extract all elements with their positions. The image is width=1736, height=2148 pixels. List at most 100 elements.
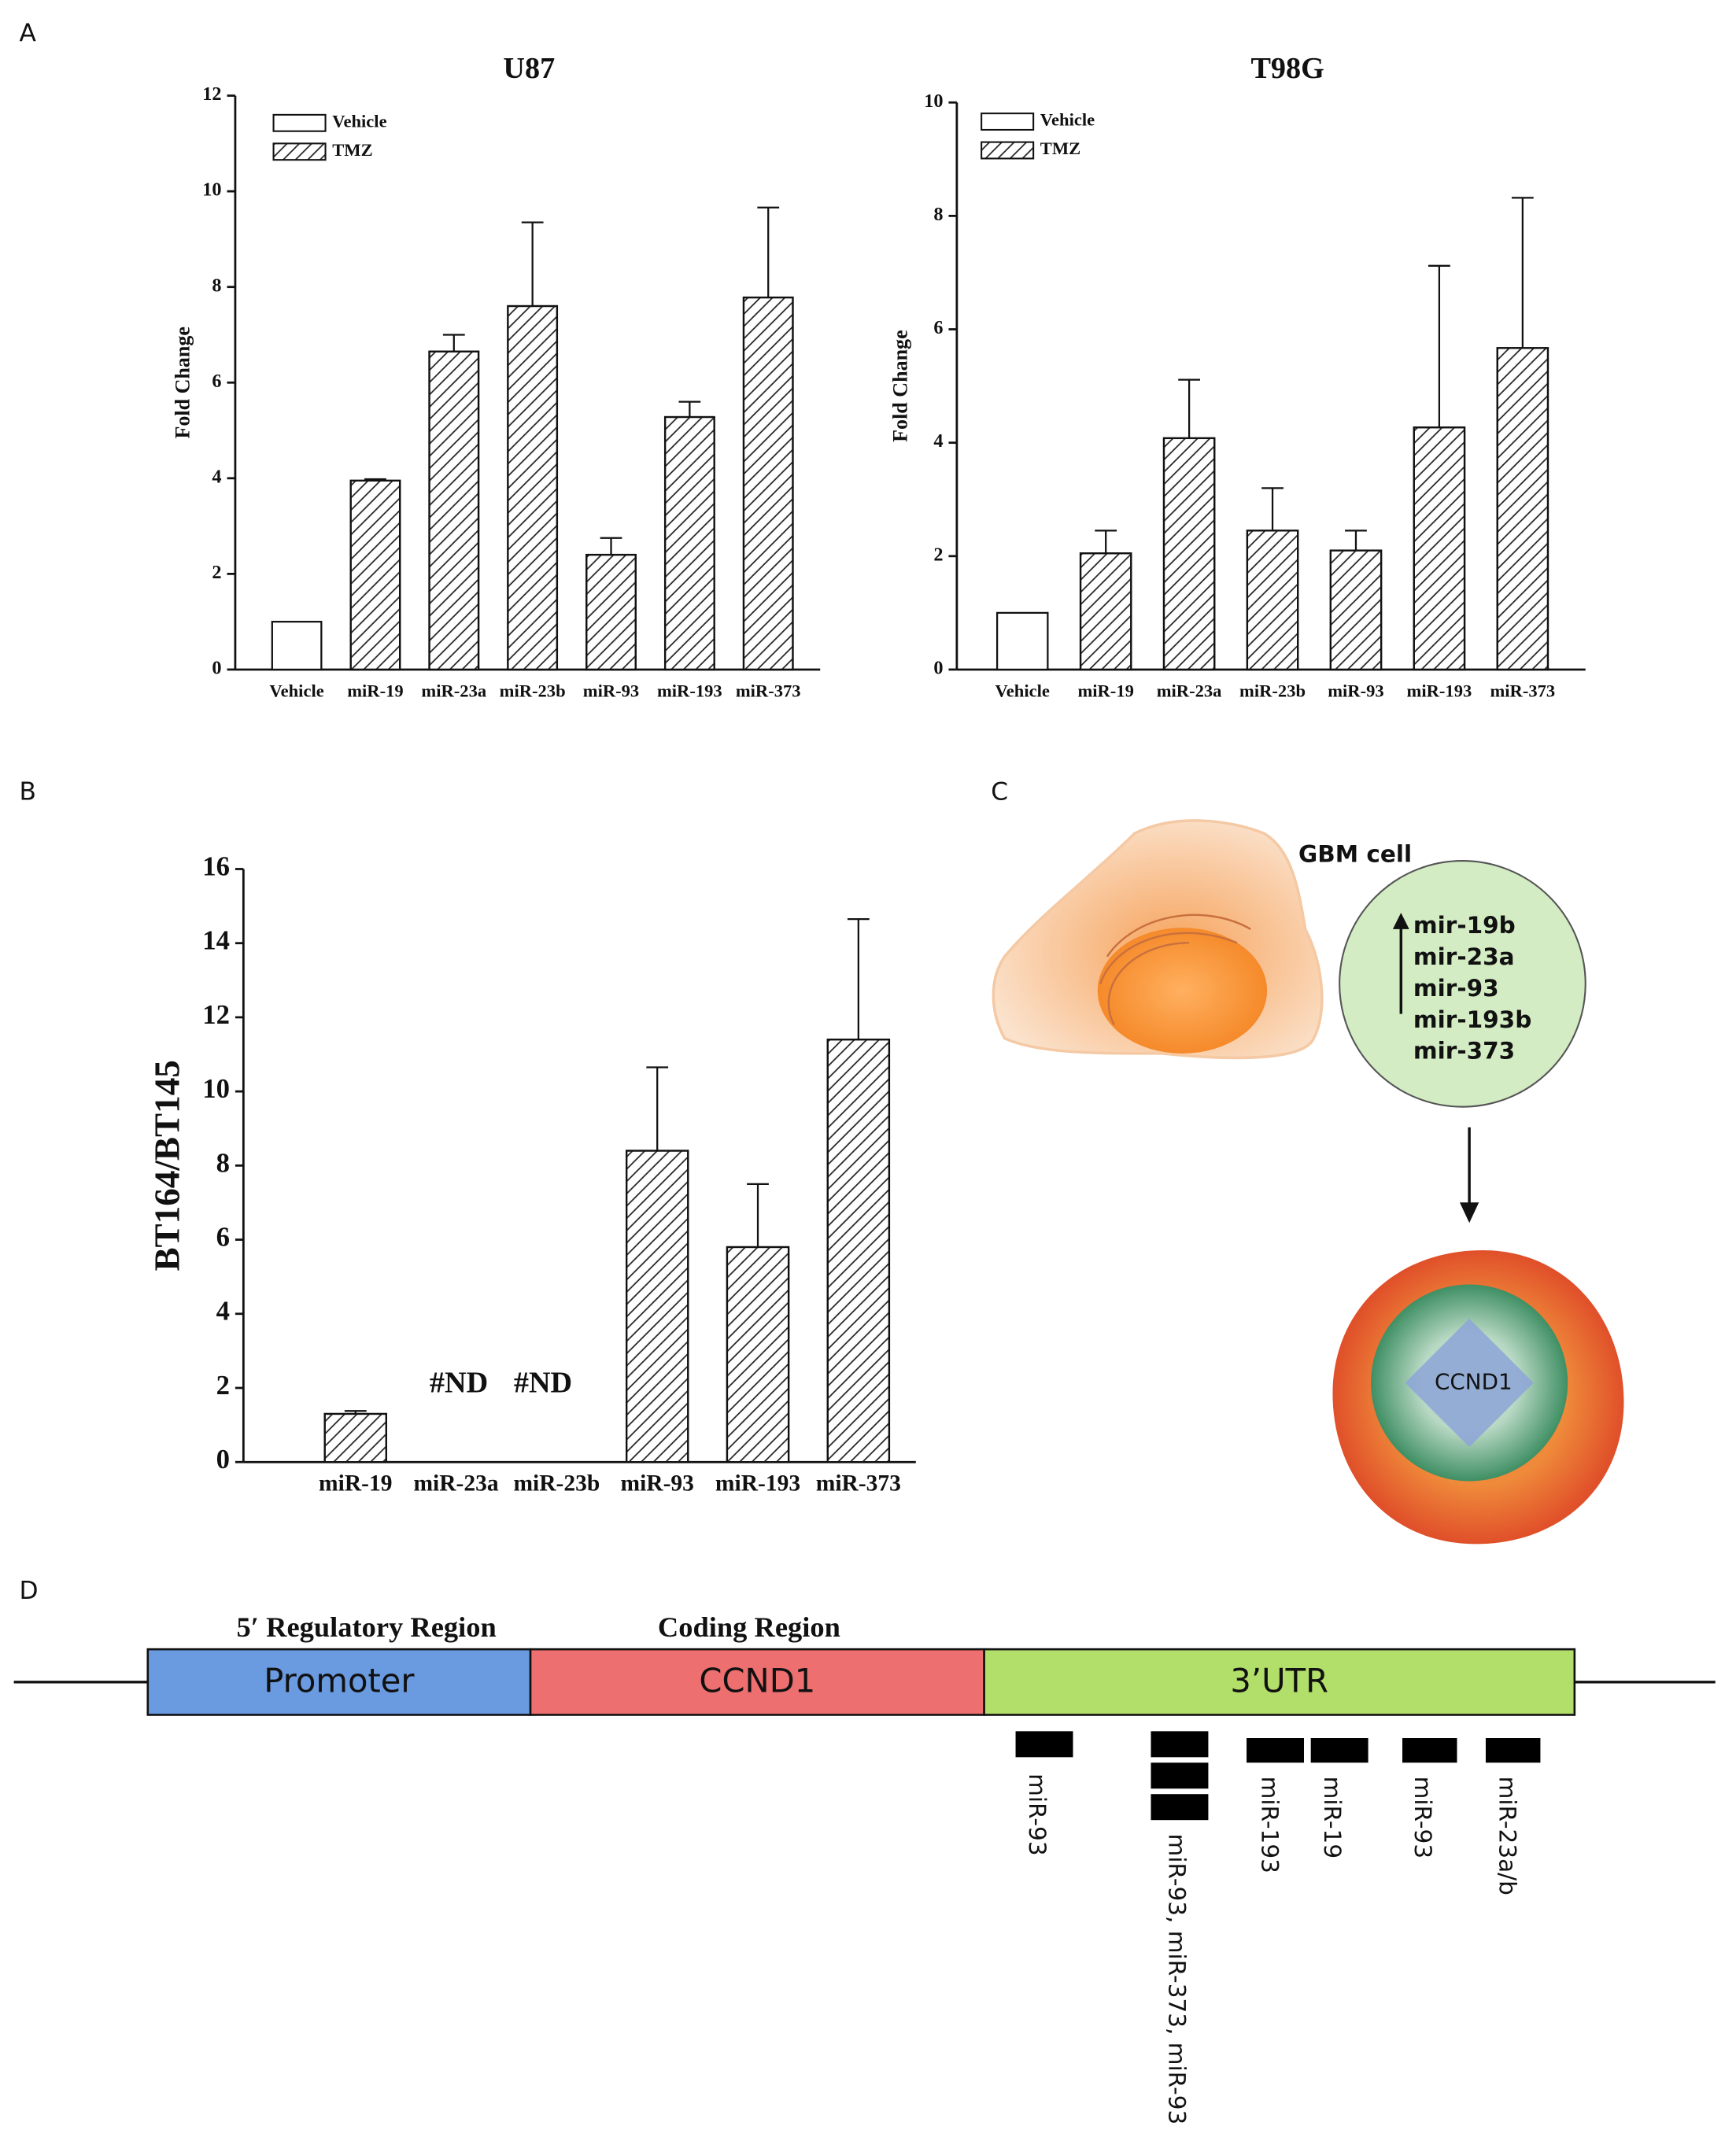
- bar-hatch: [349, 479, 401, 671]
- y-tick-label: 4: [933, 430, 943, 452]
- bar-hatch: [585, 553, 637, 671]
- bar-hatch: [1162, 437, 1216, 671]
- bar-hatch: [1329, 549, 1383, 671]
- y-tick-label: 6: [216, 1222, 230, 1253]
- x-tick-label: miR-19: [319, 1471, 392, 1497]
- x-tick-label: miR-23a: [421, 681, 486, 701]
- legend-label: Vehicle: [332, 111, 386, 131]
- y-axis-label: BT164/BT145: [148, 1060, 187, 1271]
- y-tick-label: 0: [212, 658, 221, 679]
- legend-swatch: [272, 142, 327, 161]
- site-label: miR-23a/b: [1494, 1777, 1521, 1895]
- gene-diagram-art: [13, 1648, 1716, 1821]
- x-tick-label: miR-23b: [500, 681, 566, 701]
- bar-hatch: [663, 415, 715, 671]
- panel-label: D: [20, 1577, 39, 1605]
- x-tick-label: miR-93: [1328, 681, 1383, 701]
- y-tick-label: 8: [212, 275, 221, 296]
- y-tick-label: 2: [216, 1370, 230, 1401]
- annotation: #ND: [430, 1367, 488, 1400]
- bar-hatch: [323, 1412, 387, 1463]
- site-label: miR-93: [1409, 1777, 1436, 1858]
- x-tick-label: miR-23b: [1239, 681, 1306, 701]
- bar-hatch: [1246, 530, 1299, 671]
- x-tick-label: miR-93: [620, 1471, 693, 1497]
- bar-hatch: [1496, 347, 1549, 671]
- y-tick-label: 6: [933, 317, 943, 338]
- y-tick-label: 10: [924, 90, 943, 112]
- bar-hatch: [1413, 426, 1466, 671]
- x-tick-label: miR-23a: [1157, 681, 1222, 701]
- x-tick-label: miR-93: [583, 681, 639, 701]
- cell-label: GBM cell: [1298, 841, 1412, 868]
- site-label: miR-193: [1256, 1777, 1283, 1873]
- panel-label: A: [20, 19, 37, 47]
- panel-label: C: [991, 777, 1008, 806]
- y-tick-label: 8: [216, 1147, 230, 1178]
- mirna-label: mir-193b: [1413, 1006, 1531, 1033]
- bar-hatch: [626, 1150, 689, 1463]
- bar-hatch: [742, 296, 794, 671]
- bar: [271, 621, 323, 671]
- x-tick-label: miR-373: [736, 681, 801, 701]
- legend-label: Vehicle: [1040, 110, 1095, 130]
- site-label: miR-19: [1319, 1777, 1346, 1858]
- target-label: CCND1: [1435, 1368, 1513, 1394]
- y-tick-label: 10: [202, 179, 221, 201]
- y-tick-label: 4: [212, 466, 221, 487]
- y-tick-label: 2: [212, 562, 221, 583]
- bar-hatch: [428, 350, 480, 671]
- legend-swatch: [981, 113, 1035, 131]
- legend-swatch: [981, 141, 1035, 160]
- legend-label: TMZ: [332, 140, 372, 160]
- y-tick-label: 8: [933, 204, 943, 225]
- y-tick-label: 12: [202, 999, 230, 1030]
- legend-label: TMZ: [1040, 138, 1080, 158]
- x-tick-label: miR-23b: [513, 1471, 600, 1497]
- region-label: Coding Region: [658, 1611, 840, 1643]
- site-label: miR-93, miR-373, miR-93: [1163, 1834, 1190, 2125]
- y-axis-label: Fold Change: [888, 330, 911, 441]
- x-tick-label: miR-193: [657, 681, 722, 701]
- y-tick-label: 14: [202, 925, 230, 956]
- segment-label: 3’UTR: [1230, 1662, 1328, 1700]
- panel-label: B: [20, 777, 36, 806]
- bar-hatch: [726, 1246, 790, 1463]
- site-label: miR-93: [1024, 1773, 1051, 1855]
- mirna-label: mir-19b: [1413, 912, 1516, 939]
- segment-label: CCND1: [699, 1662, 815, 1700]
- chart-title: T98G: [1250, 52, 1324, 85]
- annotation: #ND: [514, 1367, 572, 1400]
- mirna-label: mir-93: [1413, 975, 1499, 1002]
- x-tick-label: miR-373: [816, 1471, 901, 1497]
- y-tick-label: 4: [216, 1296, 230, 1327]
- bar-hatch: [826, 1039, 891, 1463]
- legend-swatch: [272, 113, 327, 132]
- y-tick-label: 6: [212, 371, 221, 392]
- x-tick-label: Vehicle: [995, 681, 1050, 701]
- y-tick-label: 12: [202, 83, 221, 105]
- region-label: 5′ Regulatory Region: [237, 1611, 497, 1643]
- x-tick-label: miR-19: [1077, 681, 1133, 701]
- y-tick-label: 0: [933, 658, 943, 679]
- bar-hatch: [1079, 552, 1132, 671]
- y-tick-label: 10: [202, 1073, 230, 1104]
- x-tick-label: miR-193: [1407, 681, 1472, 701]
- mirna-label: mir-373: [1413, 1038, 1515, 1065]
- bar: [995, 611, 1049, 671]
- y-tick-label: 2: [933, 544, 943, 565]
- y-axis-label: Fold Change: [172, 327, 194, 438]
- y-tick-label: 0: [216, 1444, 230, 1474]
- mirna-label: mir-23a: [1413, 943, 1515, 970]
- x-tick-label: miR-193: [715, 1471, 800, 1497]
- y-tick-label: 16: [202, 851, 230, 881]
- chart-title: U87: [503, 52, 555, 85]
- segment-label: Promoter: [264, 1662, 415, 1700]
- bar-hatch: [507, 304, 559, 671]
- x-tick-label: miR-373: [1490, 681, 1555, 701]
- gbm-cell-art: [992, 819, 1624, 1545]
- x-tick-label: miR-19: [347, 681, 403, 701]
- x-tick-label: Vehicle: [269, 681, 323, 701]
- x-tick-label: miR-23a: [413, 1471, 498, 1497]
